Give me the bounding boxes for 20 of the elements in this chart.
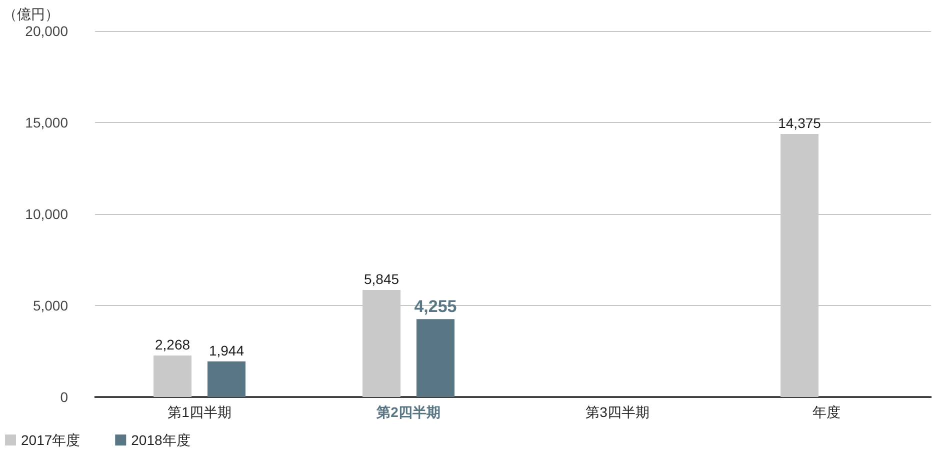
data-label: 14,375 (778, 114, 822, 131)
x-tick-label: 第2四半期 (376, 404, 440, 420)
y-tick-label: 5,000 (32, 298, 68, 314)
bar (207, 361, 246, 397)
data-label: 4,255 (414, 297, 457, 316)
y-axis-title: （億円） (3, 6, 59, 22)
y-tick-label: 10,000 (25, 206, 68, 222)
y-tick-label: 15,000 (25, 114, 68, 130)
data-label: 2,268 (154, 336, 190, 352)
data-label: 1,944 (208, 342, 244, 358)
x-tick-label: 第3四半期 (586, 404, 650, 420)
bar (154, 355, 192, 397)
data-label: 5,845 (364, 271, 400, 288)
x-tick-label: 第1四半期 (168, 404, 232, 420)
legend-label: 2018年度 (131, 432, 190, 448)
y-tick-label: 0 (60, 389, 68, 405)
bar (416, 319, 454, 397)
x-tick-label: 年度 (812, 404, 840, 420)
legend-label: 2017年度 (21, 432, 80, 448)
y-tick-label: 20,000 (25, 23, 68, 39)
